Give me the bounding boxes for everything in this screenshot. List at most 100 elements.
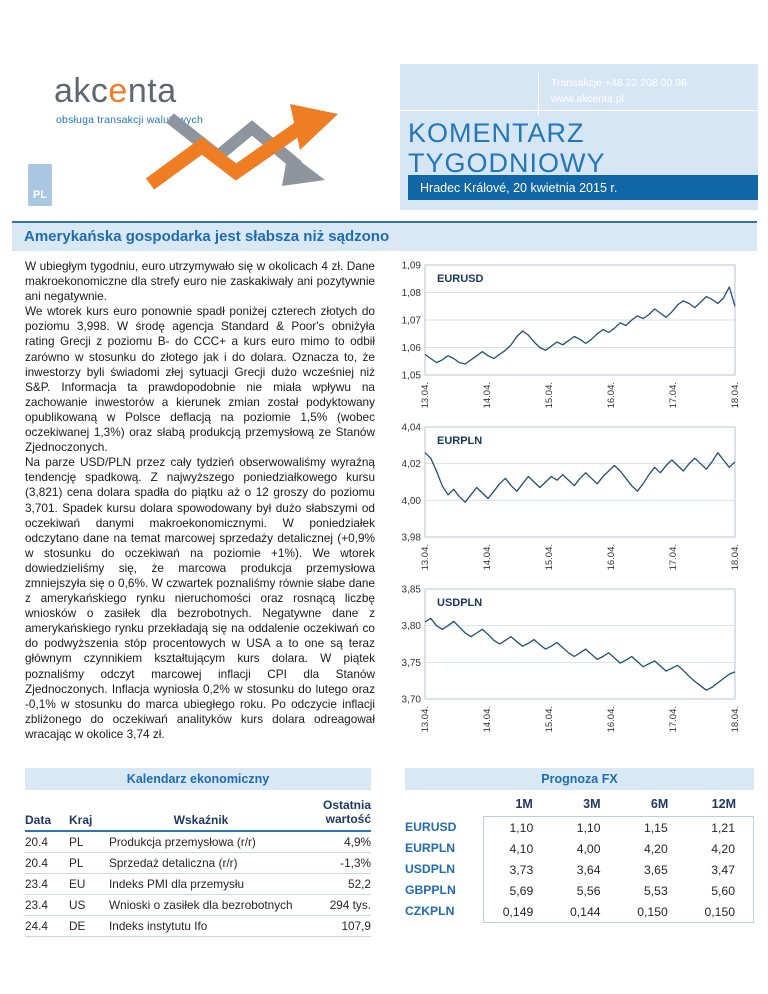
forecast-value: 4,00: [576, 841, 601, 856]
svg-text:1,07: 1,07: [402, 316, 422, 327]
svg-text:4,00: 4,00: [402, 496, 422, 507]
economic-calendar-table: Kalendarz ekonomiczny Data Kraj Wskaźnik…: [25, 768, 371, 937]
calendar-cell-date: 24.4: [25, 918, 48, 933]
calendar-cell-date: 20.4: [25, 855, 48, 870]
forecast-values-box: 1,10 1,10 1,15 1,21 4,10 4,00 4,20 4,20: [483, 816, 754, 923]
calendar-row: 23.4 US Wnioski o zasiłek dla bezrobotny…: [25, 895, 371, 916]
calendar-cell-value: 107,9: [341, 918, 371, 933]
chart-eurpln: 4,04 4,02 4,00 3,98 13.04. 14.04. 15.04. 16.04.…: [389, 421, 754, 579]
calendar-cell-country: US: [69, 897, 86, 912]
svg-text:13.04.: 13.04.: [420, 544, 431, 570]
calendar-col-indicator: Wskaźnik: [173, 812, 229, 827]
svg-text:EURPLN: EURPLN: [437, 435, 482, 447]
calendar-cell-date: 23.4: [25, 897, 48, 912]
forecast-value: 5,56: [576, 883, 601, 898]
forecast-value: 4,10: [509, 841, 534, 856]
forecast-value: 0,150: [704, 904, 736, 919]
svg-text:3,98: 3,98: [402, 533, 422, 544]
language-badge-pl: PL: [28, 164, 52, 206]
forecast-values-area: 1M 3M 6M 12M 1,10 1,10 1,15 1,21: [483, 792, 754, 923]
svg-text:14.04.: 14.04.: [482, 706, 493, 732]
forecast-col-1m: 1M: [515, 797, 533, 811]
calendar-row: 23.4 EU Indeks PMI dla przemysłu 52,2: [25, 874, 371, 895]
document-title: KOMENTARZ TYGODNIOWY: [408, 118, 606, 178]
svg-text:3,75: 3,75: [402, 658, 422, 669]
svg-text:18.04.: 18.04.: [730, 706, 741, 732]
logo-tagline: obsługa transakcji walutowych: [56, 114, 204, 126]
forecast-pair-label: GBPPLN: [405, 882, 456, 897]
calendar-row: 24.4 DE Indeks instytutu Ifo 107,9: [25, 916, 371, 937]
svg-text:18.04.: 18.04.: [730, 382, 741, 408]
calendar-header-row: Data Kraj Wskaźnik Ostatnia wartość: [25, 794, 371, 832]
svg-text:17.04.: 17.04.: [668, 382, 679, 408]
svg-text:15.04.: 15.04.: [544, 382, 555, 408]
chart-eurusd: 1,09 1,08 1,07 1,06 1,05 13.04. 14.04. 15.04. 16…: [389, 259, 754, 417]
main-content: W ubiegłym tygodniu, euro utrzymywało si…: [25, 259, 754, 745]
forecast-value: 1,10: [576, 820, 601, 835]
svg-text:14.04.: 14.04.: [482, 544, 493, 570]
svg-text:13.04.: 13.04.: [420, 706, 431, 732]
forecast-pair-label: USDPLN: [405, 861, 456, 876]
calendar-cell-value: 4,9%: [344, 834, 371, 849]
forecast-pair-label: EURPLN: [405, 840, 456, 855]
forecast-body: EURUSD EURPLN USDPLN GBPPLN CZKPLN 1M 3M…: [405, 792, 754, 923]
forecast-value: 3,47: [711, 862, 735, 877]
article-body: W ubiegłym tygodniu, euro utrzymywało si…: [25, 259, 375, 745]
logo-part1: akc: [54, 72, 109, 110]
svg-text:13.04.: 13.04.: [420, 382, 431, 408]
contact-phone: Transakcje +48 22 208 00 98: [551, 77, 687, 89]
svg-text:15.04.: 15.04.: [544, 544, 555, 570]
calendar-cell-value: -1,3%: [340, 855, 371, 870]
svg-text:3,85: 3,85: [402, 585, 422, 596]
header-divider: [400, 110, 758, 111]
header-brand-panel: akcenta obsługa transakcji walutowych PL: [10, 64, 400, 210]
bottom-tables: Kalendarz ekonomiczny Data Kraj Wskaźnik…: [25, 768, 754, 937]
forecast-value: 5,69: [509, 883, 534, 898]
svg-text:14.04.: 14.04.: [482, 382, 493, 408]
contact-block: Transakcje +48 22 208 00 98 www.akcenta.…: [538, 72, 752, 116]
forecast-value: 1,21: [711, 820, 735, 835]
contact-website-link[interactable]: www.akcenta.pl: [551, 93, 624, 106]
forecast-value: 0,144: [570, 904, 601, 919]
forecast-value: 4,20: [644, 841, 668, 856]
svg-text:4,04: 4,04: [402, 423, 422, 434]
calendar-cell-indicator: Wnioski o zasiłek dla bezrobotnych: [109, 897, 293, 912]
forecast-row: 3,73 3,64 3,65 3,47: [484, 859, 753, 880]
article-paragraph: W ubiegłym tygodniu, euro utrzymywało si…: [25, 259, 375, 304]
svg-text:1,09: 1,09: [402, 261, 422, 272]
svg-text:3,80: 3,80: [402, 621, 422, 632]
forecast-row: 1,10 1,10 1,15 1,21: [484, 817, 753, 838]
svg-text:3,70: 3,70: [402, 695, 422, 706]
forecast-row: 0,149 0,144 0,150 0,150: [484, 901, 753, 922]
calendar-row: 20.4 PL Produkcja przemysłowa (r/r) 4,9%: [25, 832, 371, 853]
calendar-title: Kalendarz ekonomiczny: [25, 768, 371, 790]
calendar-cell-indicator: Produkcja przemysłowa (r/r): [109, 834, 256, 849]
calendar-cell-indicator: Indeks PMI dla przemysłu: [109, 876, 245, 891]
calendar-col-country: Kraj: [69, 812, 93, 827]
newsletter-header: akcenta obsługa transakcji walutowych PL…: [10, 64, 758, 210]
svg-text:15.04.: 15.04.: [544, 706, 555, 732]
forecast-value: 3,65: [644, 862, 668, 877]
place-date-bar: Hradec Králové, 20 kwietnia 2015 r.: [408, 175, 758, 200]
article-paragraph: We wtorek kurs euro ponownie spadł poniż…: [25, 304, 375, 455]
charts-column: 1,09 1,08 1,07 1,06 1,05 13.04. 14.04. 15.04. 16…: [389, 259, 754, 745]
svg-text:16.04.: 16.04.: [606, 706, 617, 732]
calendar-cell-indicator: Sprzedaż detaliczna (r/r): [109, 855, 238, 870]
calendar-cell-value: 294 tys.: [329, 897, 371, 912]
calendar-cell-country: PL: [69, 855, 84, 870]
forecast-title: Prognoza FX: [405, 768, 754, 790]
forecast-pair-labels: EURUSD EURPLN USDPLN GBPPLN CZKPLN: [405, 792, 483, 923]
article-paragraph: Na parze USD/PLN przez cały tydzień obse…: [25, 455, 375, 741]
document-title-line1: KOMENTARZ: [408, 118, 585, 148]
forecast-row: 5,69 5,56 5,53 5,60: [484, 880, 753, 901]
svg-text:USDPLN: USDPLN: [437, 597, 482, 609]
forecast-value: 3,73: [509, 862, 534, 877]
calendar-cell-value: 52,2: [348, 876, 371, 891]
svg-text:18.04.: 18.04.: [730, 544, 741, 570]
logo-part2: nta: [127, 72, 177, 110]
calendar-cell-date: 20.4: [25, 834, 48, 849]
